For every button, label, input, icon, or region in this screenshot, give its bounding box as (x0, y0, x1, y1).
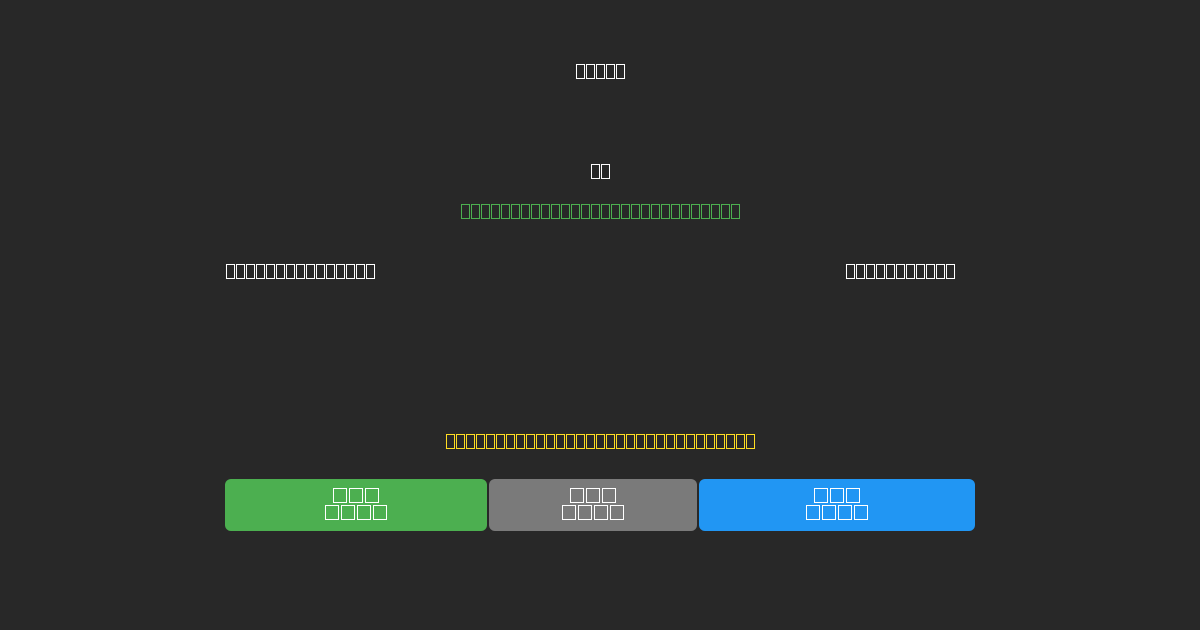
status-message (0, 201, 1200, 223)
neutral-action-button-line2 (561, 505, 625, 522)
status-message-text (460, 201, 740, 223)
page-title-text (575, 61, 625, 83)
primary-action-button-line2 (324, 505, 388, 522)
neutral-action-button-line1 (569, 488, 617, 505)
page-title (0, 61, 1200, 83)
neutral-action-button[interactable] (489, 479, 697, 531)
field-label-right (845, 261, 955, 283)
primary-action-button[interactable] (225, 479, 487, 531)
section-heading-text (590, 161, 610, 183)
info-action-button-line1 (813, 488, 861, 505)
notice-message (0, 431, 1200, 453)
action-button-row (225, 479, 975, 531)
field-label-left-text (225, 261, 375, 283)
field-label-left (225, 261, 375, 283)
section-heading (0, 161, 1200, 183)
notice-message-text (445, 431, 755, 453)
info-action-button[interactable] (699, 479, 975, 531)
primary-action-button-line1 (332, 488, 380, 505)
field-label-right-text (845, 261, 955, 283)
info-action-button-line2 (805, 505, 869, 522)
